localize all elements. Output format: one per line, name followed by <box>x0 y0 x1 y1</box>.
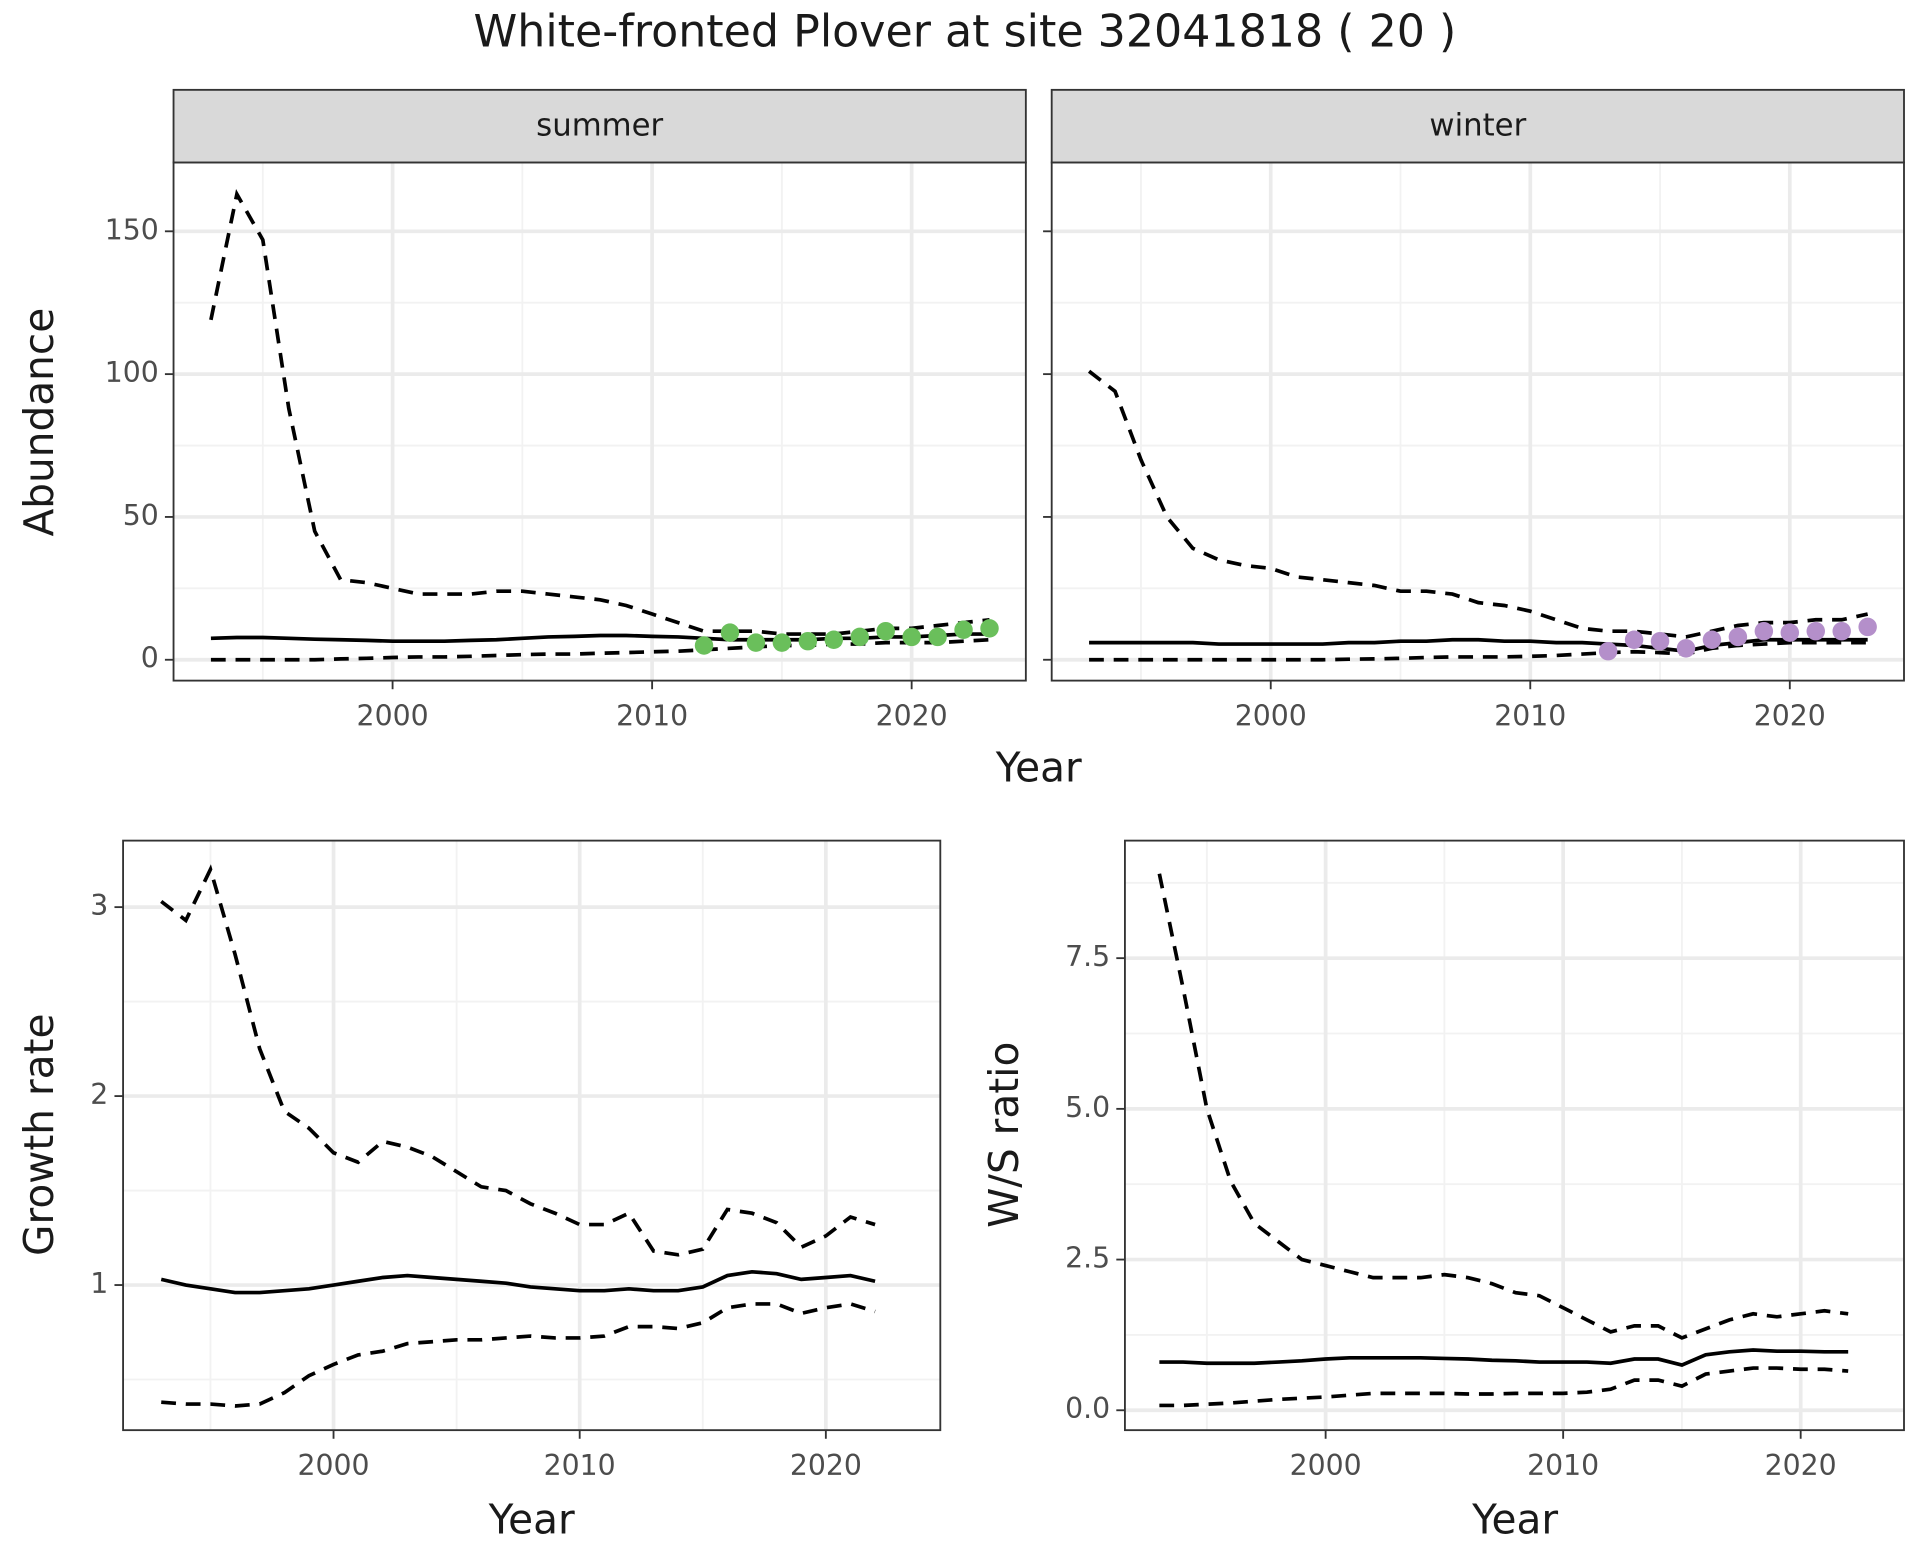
data-point <box>1832 621 1851 641</box>
interval-line <box>160 864 876 1257</box>
plot-background <box>1051 162 1904 681</box>
y-tick-label: 0 <box>141 642 159 675</box>
x-tick-label: 2010 <box>616 700 688 733</box>
plot-border <box>1124 839 1905 1432</box>
plot-background <box>1124 840 1904 1431</box>
x-tick-label: 2010 <box>544 1449 616 1482</box>
y-tick-label: 100 <box>105 356 159 389</box>
estimate-line <box>160 1269 876 1295</box>
y-tick-label: 7.5 <box>1065 940 1110 973</box>
data-point <box>824 630 844 649</box>
data-point <box>1598 641 1618 661</box>
x-tick-label: 2000 <box>357 700 429 733</box>
y-tick-label: 3 <box>90 889 108 922</box>
x-tick-label: 2020 <box>1765 1449 1837 1482</box>
x-tick-label: 2000 <box>298 1449 370 1482</box>
strip-background <box>172 88 1027 164</box>
data-point <box>1780 623 1800 642</box>
estimate-line <box>1159 1348 1849 1367</box>
y-tick-label: 1 <box>90 1267 108 1300</box>
plot-background <box>173 162 1026 681</box>
data-point <box>1858 617 1877 637</box>
interval-line <box>161 1302 876 1408</box>
x-tick-label: 2020 <box>876 700 948 733</box>
strip-background <box>1050 88 1905 164</box>
x-tick-label: 2000 <box>1290 1449 1362 1482</box>
data-point <box>1754 621 1774 641</box>
data-point <box>720 623 740 642</box>
data-point <box>1676 639 1696 658</box>
interval-line <box>1159 1366 1849 1408</box>
data-point <box>1702 630 1722 649</box>
data-point <box>798 631 818 651</box>
x-tick-label: 2010 <box>1494 700 1566 733</box>
y-axis-title: Abundance <box>15 308 63 537</box>
data-point <box>1728 627 1748 647</box>
data-point <box>772 633 792 652</box>
y-tick-label: 50 <box>123 499 159 532</box>
y-tick-label: 150 <box>105 213 159 246</box>
y-tick-label: 2 <box>90 1078 108 1111</box>
y-axis-title: Growth rate <box>15 1014 63 1256</box>
x-axis-title: Year <box>1471 1495 1558 1543</box>
x-axis-title: Year <box>995 743 1082 791</box>
plot-border <box>122 839 942 1432</box>
interval-line <box>209 188 990 636</box>
plot-background <box>123 840 941 1431</box>
data-point <box>928 627 947 647</box>
data-point <box>694 636 714 655</box>
data-point <box>850 627 869 647</box>
x-axis-title: Year <box>488 1495 575 1543</box>
data-point <box>876 621 895 641</box>
strip-label: winter <box>1429 107 1526 143</box>
strip-label: summer <box>536 107 663 143</box>
data-point <box>954 620 973 640</box>
x-tick-label: 2020 <box>1754 700 1826 733</box>
data-point <box>902 627 921 647</box>
y-tick-label: 5.0 <box>1065 1091 1110 1124</box>
data-point <box>1650 631 1670 651</box>
data-point <box>746 633 766 652</box>
data-point <box>1624 630 1644 649</box>
interval-line <box>1087 369 1869 639</box>
y-axis-title: W/S ratio <box>980 1042 1028 1228</box>
y-tick-label: 0.0 <box>1065 1392 1110 1425</box>
x-tick-label: 2010 <box>1527 1449 1599 1482</box>
x-tick-label: 2020 <box>790 1449 862 1482</box>
data-point <box>1806 621 1825 641</box>
data-point <box>980 619 999 638</box>
x-tick-label: 2000 <box>1235 700 1307 733</box>
y-tick-label: 2.5 <box>1065 1242 1110 1275</box>
chart-title: White-fronted Plover at site 32041818 ( … <box>474 6 1457 57</box>
